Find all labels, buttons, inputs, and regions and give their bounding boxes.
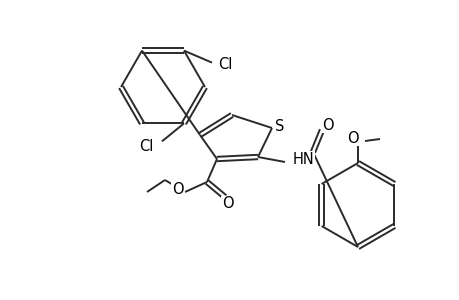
Text: S: S <box>275 118 284 134</box>
Text: O: O <box>321 118 333 133</box>
Text: O: O <box>222 196 233 211</box>
Text: O: O <box>347 130 358 146</box>
Text: Cl: Cl <box>139 139 153 154</box>
Text: HN: HN <box>292 152 314 166</box>
Text: O: O <box>172 182 184 197</box>
Text: Cl: Cl <box>218 57 232 72</box>
